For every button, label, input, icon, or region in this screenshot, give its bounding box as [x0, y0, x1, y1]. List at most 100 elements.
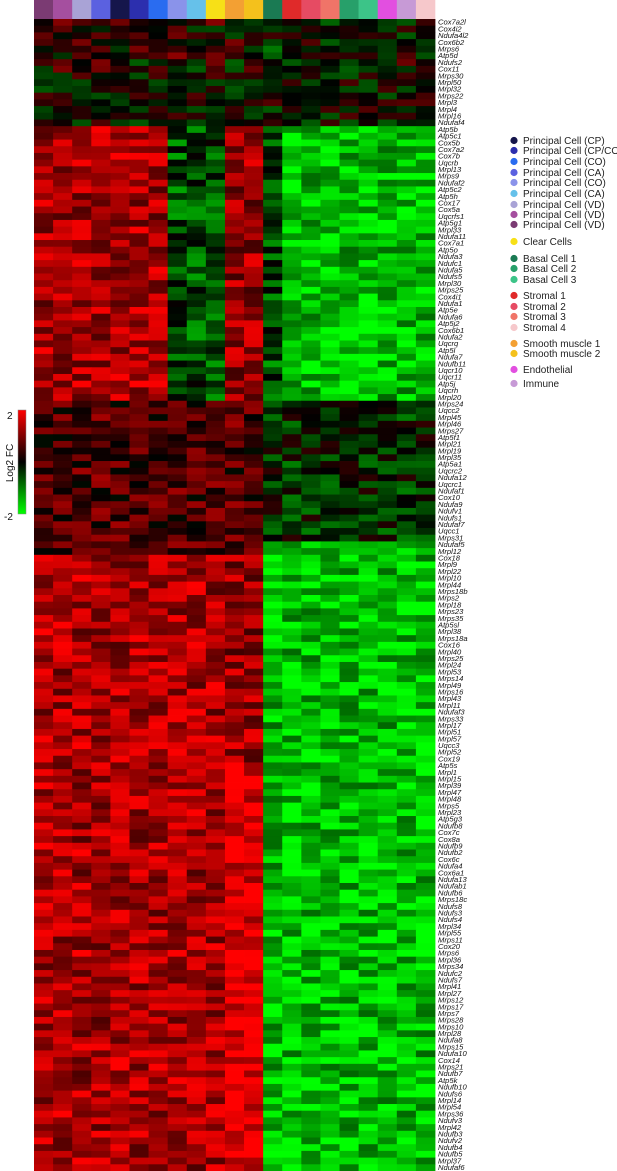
heatmap-cell — [91, 1077, 111, 1085]
heatmap-cell — [282, 260, 302, 268]
heatmap-cell — [148, 434, 169, 442]
heatmap-cell — [320, 139, 340, 147]
heatmap-cell — [34, 246, 54, 254]
heatmap-cell — [34, 1043, 54, 1051]
heatmap-cell — [34, 876, 54, 884]
heatmap-cell — [72, 541, 92, 549]
heatmap-cell — [72, 601, 92, 609]
gene-label: Cox11 — [438, 65, 459, 74]
heatmap-cell — [129, 327, 149, 335]
heatmap-cell — [34, 32, 54, 40]
heatmap-cell — [377, 822, 398, 830]
heatmap-cell — [282, 474, 302, 482]
heatmap-cell — [110, 260, 130, 268]
heatmap-cell — [224, 849, 245, 857]
heatmap-cell — [244, 822, 264, 830]
heatmap-cell — [244, 615, 264, 623]
heatmap-cell — [263, 179, 283, 187]
heatmap-cell — [205, 1077, 226, 1085]
heatmap-cell — [415, 581, 436, 589]
heatmap-cell — [186, 735, 207, 743]
heatmap-cell — [377, 434, 398, 442]
heatmap-cell — [377, 333, 398, 341]
heatmap-cell — [339, 621, 360, 629]
heatmap-cell — [282, 1150, 302, 1159]
heatmap-cell — [263, 621, 283, 629]
heatmap-cell — [282, 588, 302, 596]
heatmap-cell — [415, 970, 436, 978]
heatmap-cell — [91, 219, 111, 228]
heatmap-cell — [282, 1164, 302, 1171]
heatmap-cell — [282, 695, 302, 703]
heatmap-cell — [358, 896, 379, 904]
heatmap-cell — [415, 983, 436, 991]
heatmap-cell — [129, 313, 149, 321]
heatmap-cell — [320, 829, 340, 837]
heatmap-cell — [148, 661, 169, 670]
heatmap-cell — [263, 79, 283, 87]
heatmap-cell — [110, 52, 130, 60]
heatmap-cell — [34, 59, 54, 67]
heatmap-cell — [415, 909, 436, 917]
heatmap-cell — [339, 615, 360, 623]
heatmap-cell — [224, 889, 245, 897]
heatmap-cell — [377, 206, 398, 214]
heatmap-cell — [34, 675, 54, 683]
heatmap-cell — [129, 253, 149, 261]
heatmap-cell — [396, 675, 417, 683]
heatmap-cell — [320, 675, 340, 683]
heatmap-cell — [396, 39, 417, 47]
heatmap-cell — [91, 199, 111, 207]
heatmap-cell — [186, 1003, 207, 1011]
heatmap-cell — [301, 789, 321, 797]
heatmap-cell — [339, 320, 360, 328]
heatmap-cell — [186, 715, 207, 723]
heatmap-cell — [91, 507, 111, 516]
heatmap-cell — [377, 266, 398, 274]
heatmap-cell — [72, 755, 92, 763]
heatmap-cell — [205, 240, 226, 248]
heatmap-cell — [320, 789, 340, 797]
heatmap-cell — [377, 548, 398, 556]
heatmap-cell — [358, 554, 379, 562]
heatmap-cell — [244, 1090, 264, 1098]
heatmap-cell — [205, 246, 226, 254]
heatmap-cell — [282, 112, 302, 120]
heatmap-cell — [205, 467, 226, 475]
heatmap-cell — [358, 447, 379, 455]
heatmap-cell — [205, 1097, 226, 1105]
heatmap-cell — [34, 1063, 54, 1071]
heatmap-cell — [396, 414, 417, 422]
heatmap-cell — [301, 440, 321, 449]
heatmap-cell — [72, 266, 92, 274]
heatmap-cell — [110, 702, 130, 710]
heatmap-cell — [110, 1130, 130, 1138]
heatmap-cell — [72, 822, 92, 830]
heatmap-cell — [415, 373, 436, 382]
heatmap-cell — [320, 561, 340, 569]
heatmap-cell — [148, 996, 169, 1004]
heatmap-cell — [224, 621, 245, 629]
gene-label: Cox20 — [438, 942, 461, 951]
heatmap-cell — [377, 708, 398, 716]
heatmap-cell — [224, 862, 245, 871]
heatmap-cell — [34, 1090, 54, 1098]
heatmap-cell — [301, 414, 321, 422]
heatmap-cell — [263, 789, 283, 797]
heatmap-cell — [320, 728, 340, 737]
heatmap-cell — [34, 1164, 54, 1171]
heatmap-cell — [320, 608, 340, 616]
heatmap-cell — [396, 1016, 417, 1025]
heatmap-cell — [396, 400, 417, 408]
heatmap-cell — [244, 675, 264, 683]
column-color-6 — [129, 0, 149, 19]
heatmap-cell — [282, 159, 302, 167]
heatmap-cell — [320, 307, 340, 315]
heatmap-cell — [377, 414, 398, 422]
heatmap-cell — [205, 661, 226, 670]
heatmap-cell — [224, 199, 245, 207]
heatmap-cell — [339, 521, 360, 529]
heatmap-cell — [263, 1023, 283, 1031]
heatmap-cell — [148, 186, 169, 194]
heatmap-cell — [224, 474, 245, 482]
